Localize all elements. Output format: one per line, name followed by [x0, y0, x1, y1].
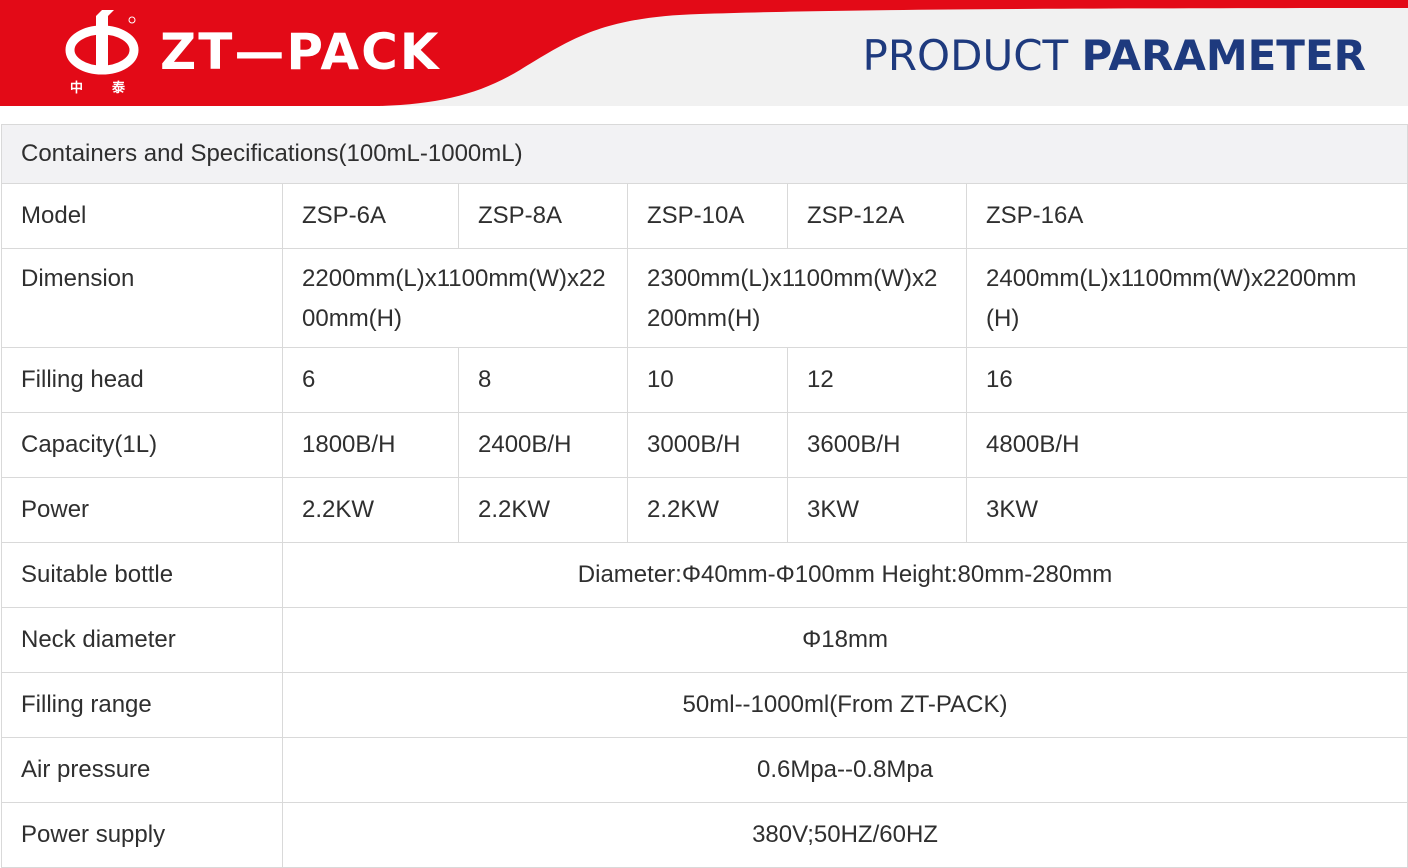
table-cell: 2400mm(L)x1100mm(W)x2200mm(H)	[965, 248, 1408, 348]
table-cell: 380V;50HZ/60HZ	[281, 802, 1408, 868]
table-cell: ZSP-8A	[458, 183, 628, 249]
row-label: Capacity(1L)	[1, 412, 283, 478]
table-cell: ZSP-12A	[787, 183, 967, 249]
table-cell: 10	[627, 347, 788, 413]
table-cell: 4800B/H	[965, 412, 1408, 478]
table-title-row: Containers and Specifications(100mL-1000…	[0, 124, 1408, 184]
table-cell: ZSP-10A	[627, 183, 788, 249]
table-row-filling-head: Filling head 6 8 10 12 16	[1, 347, 1408, 413]
table-row-power: Power 2.2KW 2.2KW 2.2KW 3KW 3KW	[1, 477, 1408, 543]
table-cell: 2.2KW	[282, 477, 459, 543]
table-row-capacity: Capacity(1L) 1800B/H 2400B/H 3000B/H 360…	[1, 412, 1408, 478]
logo-char-2: 泰	[111, 80, 126, 96]
page-title-bold: PARAMETER	[1081, 31, 1366, 80]
table-cell: ZSP-16A	[965, 183, 1408, 249]
table-cell: 50ml--1000ml(From ZT-PACK)	[281, 672, 1408, 738]
table-cell: 3KW	[965, 477, 1408, 543]
row-label: Dimension	[1, 248, 283, 348]
table-cell: Φ18mm	[281, 607, 1408, 673]
row-label: Suitable bottle	[1, 542, 283, 608]
table-cell: 2.2KW	[627, 477, 788, 543]
table-cell: ZSP-6A	[282, 183, 459, 249]
banner-red-shape	[0, 0, 1408, 106]
row-label: Filling range	[1, 672, 283, 738]
row-label: Air pressure	[1, 737, 283, 803]
table-cell: 2300mm(L)x1100mm(W)x2200mm(H)	[627, 248, 967, 348]
table-row-dimension: Dimension 2200mm(L)x1100mm(W)x2200mm(H) …	[1, 248, 1408, 348]
logo-char-1: 中	[70, 80, 83, 96]
spec-table: Containers and Specifications(100mL-1000…	[0, 124, 1408, 868]
table-cell: 1800B/H	[282, 412, 459, 478]
table-cell: 8	[458, 347, 628, 413]
table-title: Containers and Specifications(100mL-1000…	[0, 124, 1408, 184]
row-label: Power	[1, 477, 283, 543]
row-label: Neck diameter	[1, 607, 283, 673]
table-cell: 3600B/H	[787, 412, 967, 478]
table-cell: 3000B/H	[627, 412, 788, 478]
header-banner: 中 泰 ZT—PACK PRODUCT PARAMETER	[0, 0, 1408, 106]
table-row-filling-range: Filling range 50ml--1000ml(From ZT-PACK)	[1, 672, 1408, 738]
table-row-neck-diameter: Neck diameter Φ18mm	[1, 607, 1408, 673]
row-label: Power supply	[1, 802, 283, 868]
table-cell: 0.6Mpa--0.8Mpa	[281, 737, 1408, 803]
page-title-light: PRODUCT	[862, 31, 1069, 80]
row-label: Filling head	[1, 347, 283, 413]
brand-name: ZT—PACK	[160, 23, 441, 81]
zt-logo-icon: 中 泰	[65, 10, 139, 96]
table-cell: 12	[787, 347, 967, 413]
table-cell: Diameter:Φ40mm-Φ100mm Height:80mm-280mm	[281, 542, 1408, 608]
page-title: PRODUCT PARAMETER	[863, 30, 1366, 82]
table-cell: 16	[965, 347, 1408, 413]
table-row-model: Model ZSP-6A ZSP-8A ZSP-10A ZSP-12A ZSP-…	[1, 183, 1408, 249]
table-cell: 2200mm(L)x1100mm(W)x2200mm(H)	[282, 248, 628, 348]
table-row-power-supply: Power supply 380V;50HZ/60HZ	[1, 802, 1408, 868]
table-cell: 3KW	[787, 477, 967, 543]
table-row-suitable-bottle: Suitable bottle Diameter:Φ40mm-Φ100mm He…	[1, 542, 1408, 608]
row-label: Model	[1, 183, 283, 249]
table-cell: 2400B/H	[458, 412, 628, 478]
table-cell: 2.2KW	[458, 477, 628, 543]
table-cell: 6	[282, 347, 459, 413]
table-row-air-pressure: Air pressure 0.6Mpa--0.8Mpa	[1, 737, 1408, 803]
